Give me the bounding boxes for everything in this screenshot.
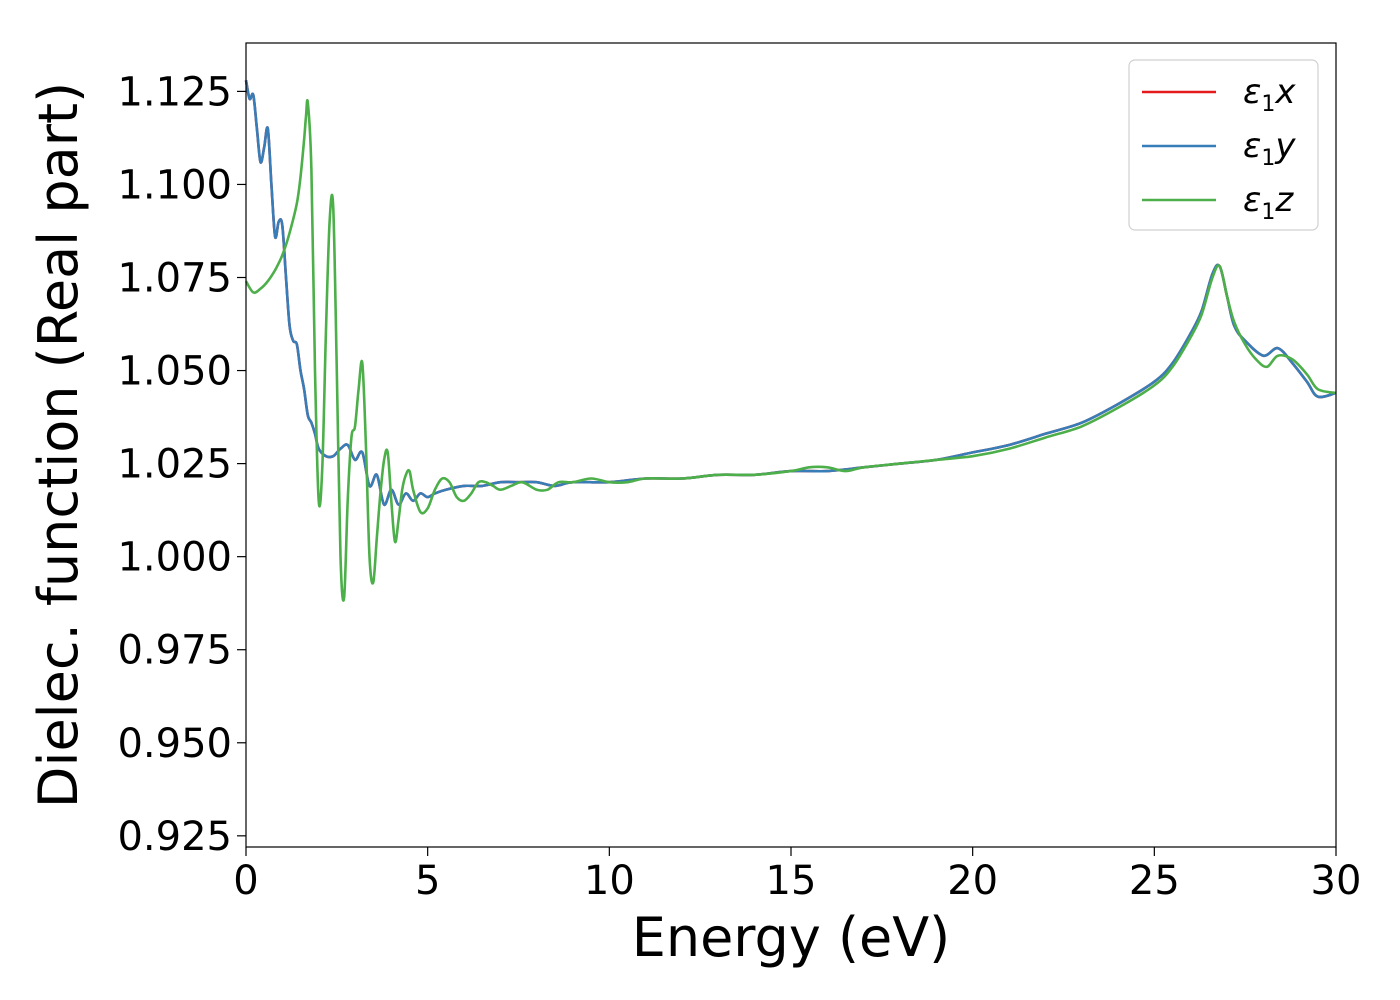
- y-tick-label: 0.925: [117, 814, 232, 860]
- legend-label-z: ε1z: [1243, 180, 1294, 225]
- y-axis: 0.925 0.950 0.975 1.000 1.025 1.050 1.075 1.100…: [117, 69, 246, 860]
- series-line-y: [244, 79, 1337, 506]
- x-tick-label: 5: [415, 858, 440, 904]
- x-tick-label: 15: [766, 858, 817, 904]
- legend-box: [1128, 59, 1319, 231]
- series-layer: [244, 79, 1337, 602]
- x-axis: 0 5 10 15 20 25 30: [233, 847, 1361, 904]
- x-axis-title: Energy (eV): [632, 906, 951, 969]
- y-tick-label: 0.975: [117, 628, 232, 674]
- y-tick-label: 1.125: [117, 69, 232, 115]
- y-tick-label: 1.100: [117, 162, 232, 208]
- x-tick-label: 10: [584, 858, 635, 904]
- y-tick-label: 1.025: [117, 442, 232, 488]
- y-tick-label: 1.050: [117, 349, 232, 395]
- legend: ε1x ε1y ε1z: [1128, 59, 1319, 231]
- legend-label-y: ε1y: [1243, 126, 1296, 171]
- x-tick-label: 0: [233, 858, 258, 904]
- x-tick-label: 25: [1129, 858, 1180, 904]
- y-axis-title: Dielec. function (Real part): [27, 82, 90, 808]
- x-tick-label: 30: [1311, 858, 1362, 904]
- series-line-z: [244, 99, 1337, 602]
- x-tick-label: 20: [947, 858, 998, 904]
- y-tick-label: 1.000: [117, 535, 232, 581]
- y-tick-label: 0.950: [117, 721, 232, 767]
- legend-label-x: ε1x: [1243, 72, 1296, 117]
- y-tick-label: 1.075: [117, 256, 232, 302]
